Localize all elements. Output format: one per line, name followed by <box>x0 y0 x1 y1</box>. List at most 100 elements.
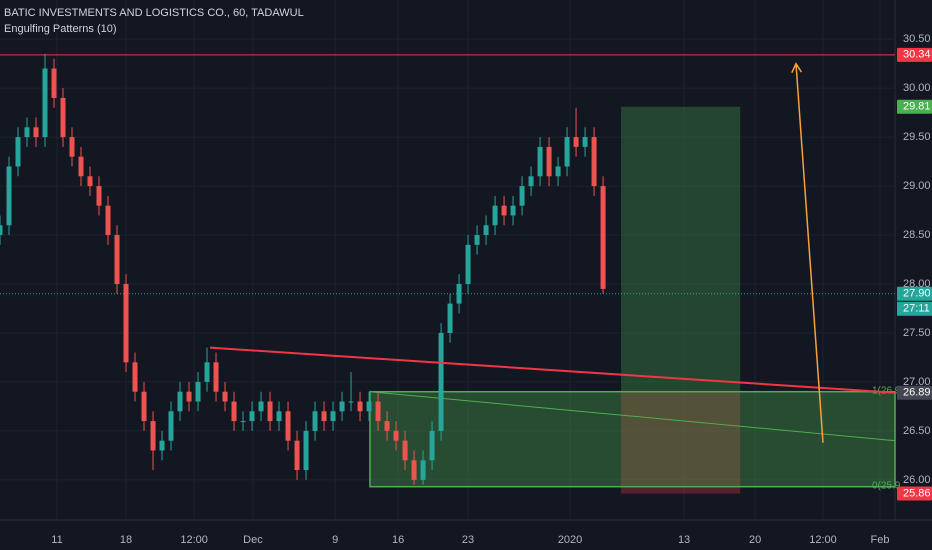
countdown-label: 27:11 <box>903 303 930 315</box>
candle-body <box>204 362 210 382</box>
candle-body <box>249 411 255 422</box>
price-badge-label: 25.86 <box>903 487 931 499</box>
candle-body <box>366 401 372 412</box>
channel-box <box>369 390 896 488</box>
candle-body <box>591 137 597 187</box>
fib-label: 1(26.9 <box>872 385 901 396</box>
candle-body <box>582 137 588 147</box>
price-badge-label: 26.89 <box>903 387 931 399</box>
candle-body <box>600 186 606 289</box>
x-tick-label: 13 <box>678 534 690 546</box>
x-tick-label: 12:00 <box>809 534 837 546</box>
candle-body <box>132 362 138 392</box>
grid <box>0 0 895 520</box>
x-tick-label: 11 <box>51 534 62 546</box>
candle-body <box>465 244 471 284</box>
candle-body <box>348 401 354 403</box>
indicator-name: Engulfing Patterns (10) <box>4 23 117 35</box>
candle-body <box>357 401 363 412</box>
y-tick-label: 28.00 <box>903 278 931 290</box>
candle-body <box>420 460 426 480</box>
profit-zone <box>621 106 741 392</box>
y-tick-label: 30.00 <box>903 82 931 94</box>
y-tick-label: 27.50 <box>903 327 931 339</box>
price-badge <box>897 47 932 62</box>
x-tick-label: 9 <box>332 534 338 546</box>
candle-body <box>168 411 174 441</box>
candle-body <box>510 205 516 216</box>
candle-body <box>87 176 93 187</box>
candle-body <box>240 421 246 423</box>
candle-body <box>438 332 444 431</box>
candle-body <box>375 401 381 422</box>
price-badge <box>897 286 932 301</box>
candles <box>0 53 606 485</box>
candle-body <box>483 225 489 236</box>
channel-line <box>369 391 896 442</box>
price-badge-label: 30.34 <box>903 49 931 61</box>
candle-body <box>186 391 192 402</box>
candle-body <box>105 205 111 236</box>
candle-body <box>222 391 228 402</box>
candle-body <box>285 411 291 441</box>
candle-body <box>114 235 120 284</box>
candle-body <box>528 176 534 187</box>
candle-body <box>330 411 336 422</box>
candle-body <box>177 391 183 412</box>
candle-body <box>69 137 75 157</box>
candle-body <box>276 411 282 422</box>
candle-body <box>312 411 318 431</box>
candle-body <box>519 186 525 206</box>
x-tick-label: 23 <box>462 534 474 546</box>
overlays: 1(26.9 0(25.9 30.34 29.81 27.90 27:11 26.89 25.… <box>209 47 932 501</box>
candle-body <box>267 401 273 422</box>
y-tick-label: 28.50 <box>903 229 931 241</box>
candle-body <box>429 430 435 461</box>
price-badge-label: 27.90 <box>903 288 931 300</box>
candle-body <box>60 97 66 138</box>
x-tick-label: 12:00 <box>180 534 208 546</box>
candle-body <box>474 235 480 245</box>
candle-body <box>141 391 147 422</box>
candle-body <box>393 430 399 441</box>
candle-body <box>321 411 327 422</box>
candle-body <box>0 225 3 236</box>
candle-body <box>51 68 57 98</box>
price-badge-label: 29.81 <box>903 101 931 113</box>
candle-body <box>42 68 48 138</box>
candle-body <box>96 186 102 206</box>
price-badge <box>897 486 932 501</box>
candle-body <box>564 137 570 167</box>
candle-body <box>231 401 237 422</box>
x-tick-label: Dec <box>243 534 263 546</box>
candle-body <box>24 127 30 138</box>
candle-body <box>411 460 417 480</box>
x-tick-label: 20 <box>749 534 761 546</box>
candle-body <box>402 440 408 461</box>
countdown-badge <box>897 301 932 316</box>
candle-body <box>384 421 390 431</box>
y-tick-label: 29.50 <box>903 131 931 143</box>
candle-body <box>447 303 453 333</box>
candle-body <box>195 381 201 402</box>
candle-body <box>213 362 219 392</box>
chart-title: BATIC INVESTMENTS AND LOGISTICS CO., 60,… <box>4 7 304 19</box>
candle-body <box>15 137 21 167</box>
trend-line <box>209 346 896 394</box>
price-badge <box>897 99 932 114</box>
y-tick-label: 30.50 <box>903 33 931 45</box>
price-badge <box>897 385 932 400</box>
candle-body <box>78 156 84 177</box>
candle-body <box>492 205 498 226</box>
candle-body <box>546 146 552 177</box>
candle-body <box>294 440 300 471</box>
x-tick-label: Feb <box>871 534 890 546</box>
x-tick-label: 16 <box>392 534 404 546</box>
candle-body <box>339 401 345 412</box>
arrow-head <box>791 62 803 74</box>
candle-body <box>573 137 579 147</box>
candle-body <box>6 166 12 226</box>
y-tick-label: 27.00 <box>903 376 931 388</box>
